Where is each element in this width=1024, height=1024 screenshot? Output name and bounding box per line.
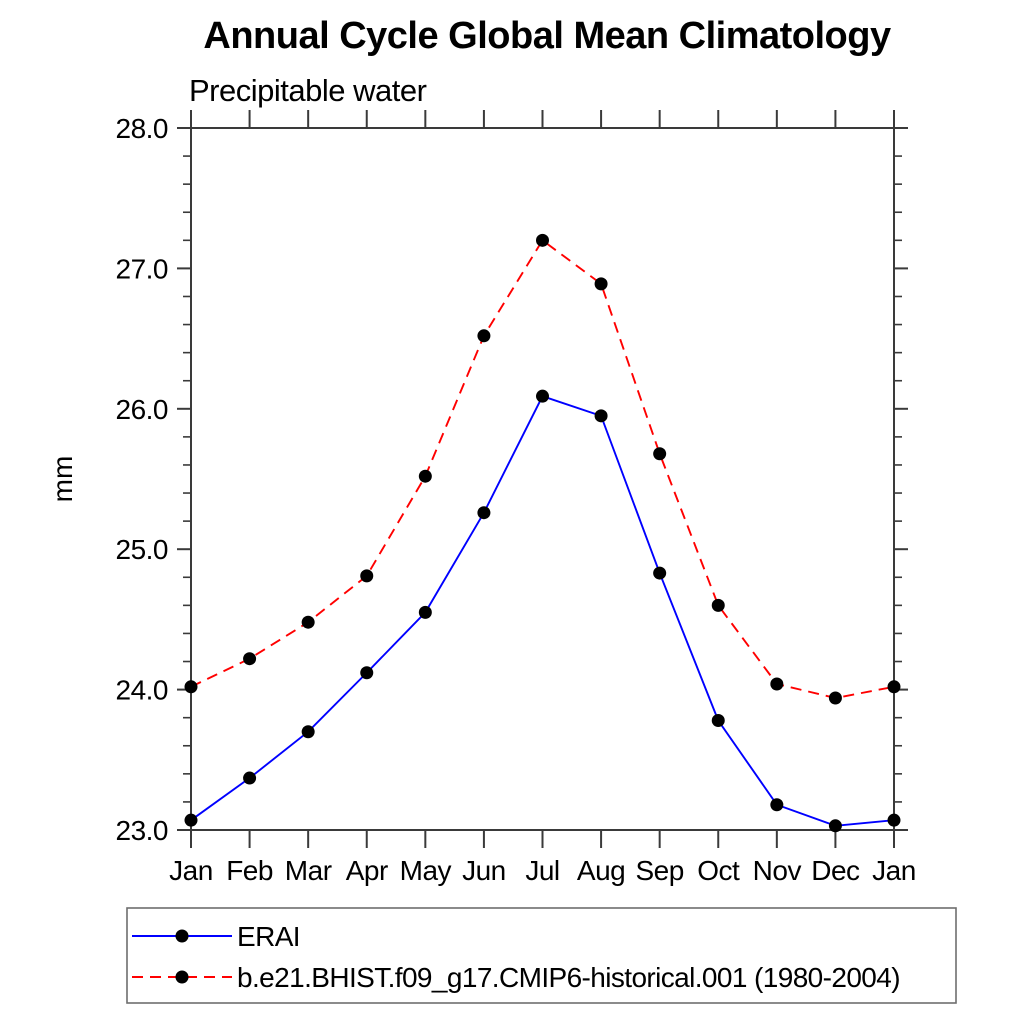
- x-tick-label: Jun: [462, 855, 506, 886]
- data-point-marker: [536, 233, 549, 247]
- data-point-marker: [594, 409, 608, 423]
- y-tick-label: 28.0: [116, 113, 169, 144]
- plot-frame: [190, 127, 895, 831]
- legend-marker: [175, 929, 189, 943]
- data-point-marker: [770, 677, 784, 691]
- data-point-marker: [184, 813, 198, 827]
- y-tick-label: 26.0: [116, 394, 169, 425]
- x-tick-label: Aug: [577, 855, 625, 886]
- data-point-marker: [536, 389, 549, 403]
- y-axis-label: mm: [47, 456, 78, 503]
- data-point-marker: [477, 506, 491, 520]
- legend-box: [126, 907, 957, 1004]
- data-point-marker: [770, 798, 784, 812]
- x-tick-labels: Jan Feb Mar Apr May Jun Jul Aug Sep Oct Nov Dec Jan: [169, 855, 916, 886]
- legend: ERAI b.e21.BHIST.f09_g17.CMIP6-historical…: [126, 907, 957, 1004]
- x-tick-label: May: [400, 855, 452, 886]
- chart-subtitle: Precipitable water: [189, 73, 427, 108]
- data-point-marker: [887, 813, 901, 827]
- data-point-marker: [653, 447, 667, 461]
- x-tick-label: Jan: [872, 855, 916, 886]
- data-point-marker: [594, 277, 608, 291]
- y-tick-label: 27.0: [116, 253, 169, 284]
- axis-ticks: [177, 110, 908, 848]
- x-tick-label: Sep: [636, 855, 684, 886]
- y-tick-label: 25.0: [116, 534, 169, 565]
- data-point-marker: [418, 605, 432, 619]
- x-tick-label: Oct: [697, 855, 740, 886]
- data-point-marker: [887, 680, 901, 694]
- y-tick-labels: 23.0 24.0 25.0 26.0 27.0 28.0: [116, 113, 169, 846]
- x-tick-label: Mar: [285, 855, 332, 886]
- data-series: [184, 233, 901, 833]
- x-tick-label: Jul: [525, 855, 559, 886]
- y-tick-label: 24.0: [116, 675, 169, 706]
- data-point-marker: [828, 691, 842, 705]
- data-point-marker: [711, 598, 725, 612]
- x-tick-label: Apr: [346, 855, 388, 886]
- legend-marker: [175, 970, 189, 984]
- x-tick-label: Jan: [169, 855, 213, 886]
- x-tick-label: Nov: [753, 855, 802, 886]
- legend-label: b.e21.BHIST.f09_g17.CMIP6-historical.001…: [237, 962, 900, 993]
- data-point-marker: [360, 569, 374, 583]
- x-tick-label: Feb: [226, 855, 273, 886]
- data-point-marker: [711, 713, 725, 727]
- legend-label: ERAI: [237, 921, 300, 952]
- y-tick-label: 23.0: [116, 815, 169, 846]
- data-point-marker: [184, 680, 198, 694]
- data-point-marker: [653, 566, 667, 580]
- data-point-marker: [360, 666, 374, 680]
- chart-title: Annual Cycle Global Mean Climatology: [203, 15, 891, 57]
- data-point-marker: [243, 771, 257, 785]
- data-point-marker: [477, 329, 491, 343]
- series-line-model: [190, 238, 895, 699]
- data-point-marker: [301, 725, 315, 739]
- data-point-marker: [243, 652, 257, 666]
- data-point-marker: [418, 469, 432, 483]
- x-tick-label: Dec: [811, 855, 860, 886]
- data-point-marker: [828, 819, 842, 833]
- data-point-marker: [301, 615, 315, 629]
- series-line-erai: [190, 395, 895, 827]
